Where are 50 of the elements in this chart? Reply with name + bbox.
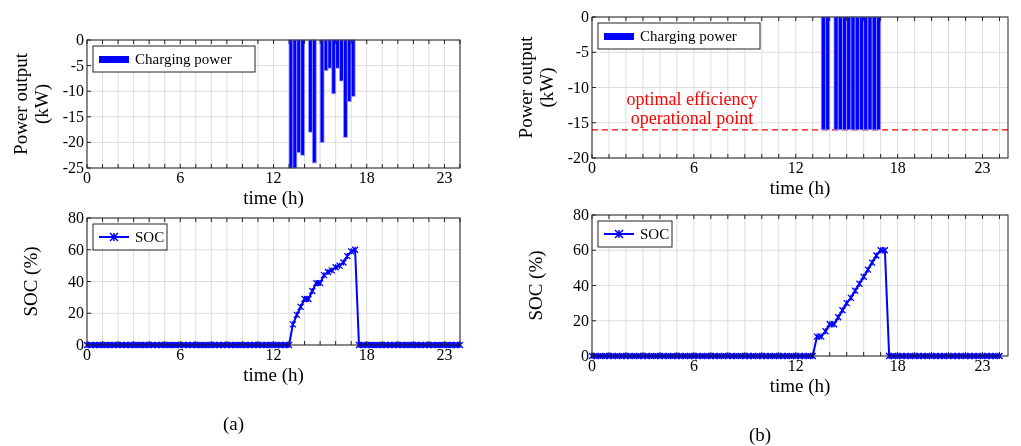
x-tick-label: 12: [787, 159, 804, 176]
y-tick-label: 0: [76, 31, 84, 48]
y-tick-label: 40: [68, 272, 84, 290]
y-tick-label: 40: [573, 276, 589, 294]
y-tick-label: 60: [68, 240, 84, 258]
y-tick-label: -15: [62, 107, 84, 125]
x-tick-label: 12: [265, 169, 282, 186]
x-tick-label: 12: [265, 346, 282, 363]
y-tick-label: 80: [573, 206, 589, 223]
y-tick-label: 20: [68, 304, 84, 322]
x-tick-label: 6: [689, 159, 698, 176]
x-tick-label: 6: [176, 346, 185, 363]
legend-label: Charging power: [135, 51, 232, 67]
y-axis-title: SOC (%): [525, 250, 547, 321]
x-tick-label: 23: [436, 346, 453, 363]
legend-label: SOC: [135, 229, 165, 245]
x-tick-label: 23: [436, 169, 453, 186]
x-tick-label: 6: [689, 357, 698, 374]
x-tick-label: 18: [358, 346, 375, 363]
y-axis-title: SOC (%): [20, 246, 42, 317]
y-tick-label: -10: [567, 78, 589, 96]
x-tick-label: 18: [889, 159, 906, 176]
x-axis-title: time (h): [769, 375, 831, 397]
y-tick-label: -10: [62, 82, 84, 100]
x-tick-label: 18: [358, 169, 375, 186]
y-axis-title: Power output (kW): [515, 35, 558, 139]
x-tick-label: 18: [889, 357, 906, 374]
x-tick-label: 23: [974, 357, 991, 374]
y-axis-title: Power output (kW): [10, 52, 53, 155]
y-tick-label: 0: [581, 8, 589, 25]
x-tick-label: 6: [176, 169, 185, 186]
text: (a): [222, 413, 245, 435]
y-tick-label: -5: [575, 43, 589, 61]
legend-label: SOC: [640, 226, 670, 242]
y-tick-label: -15: [567, 113, 589, 131]
ref-line-label: optimal efficiency operational point: [626, 88, 758, 128]
x-axis-title: time (h): [243, 364, 304, 386]
x-axis-title: time (h): [243, 187, 304, 209]
x-tick-label: 23: [974, 159, 991, 176]
y-tick-label: -5: [70, 56, 84, 74]
x-tick-label: 12: [787, 357, 804, 374]
y-tick-label: 80: [68, 209, 84, 226]
y-tick-label: -25: [62, 159, 84, 176]
y-tick-label: 60: [573, 241, 589, 259]
x-axis-title: time (h): [769, 177, 831, 199]
y-tick-label: -20: [62, 133, 84, 151]
y-tick-label: -20: [567, 149, 589, 166]
legend-label: Charging power: [640, 28, 737, 44]
y-tick-label: 20: [573, 311, 589, 329]
text: (b): [748, 424, 772, 446]
